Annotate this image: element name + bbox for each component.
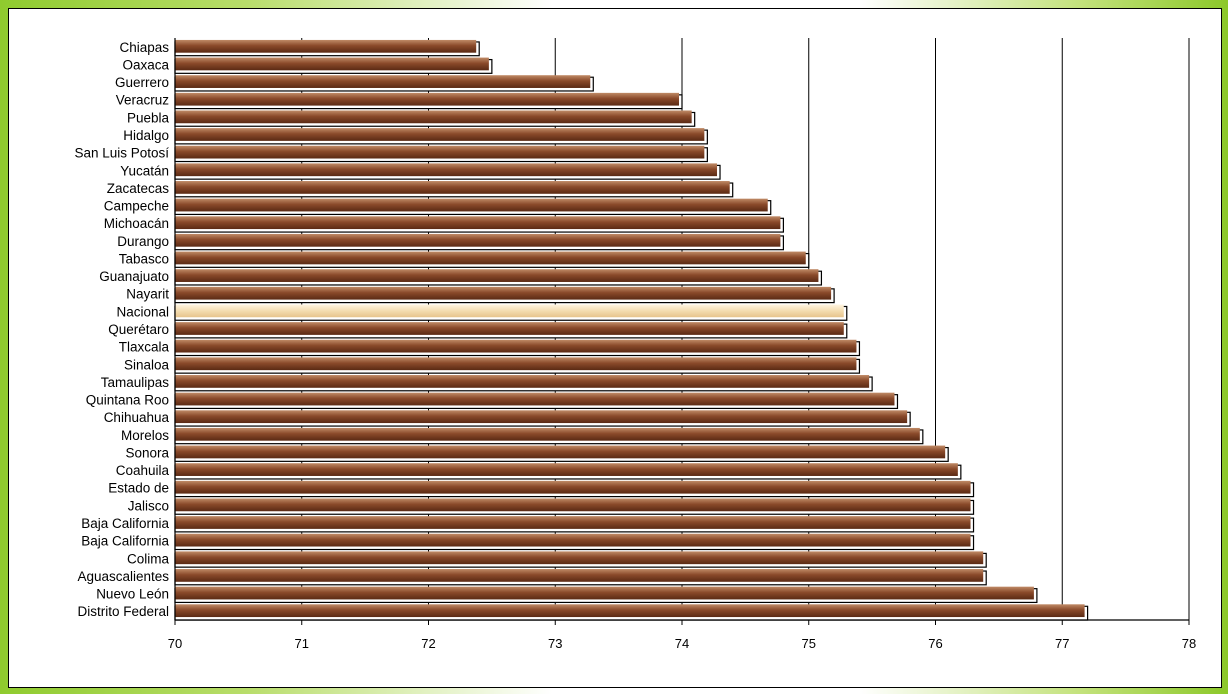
category-label: Distrito Federal — [77, 604, 169, 619]
bar — [175, 551, 984, 565]
bar — [175, 498, 971, 512]
bar — [175, 57, 489, 71]
bar — [175, 269, 819, 282]
x-tick-label: 77 — [1055, 636, 1069, 651]
category-label: Yucatán — [120, 163, 169, 178]
category-label: Chihuahua — [104, 410, 170, 425]
category-label: Nayarit — [126, 287, 169, 302]
x-tick-label: 71 — [295, 636, 309, 651]
bar — [175, 375, 870, 388]
bar — [175, 181, 730, 194]
bar — [175, 339, 857, 353]
x-tick-label: 70 — [168, 636, 182, 651]
bar — [175, 463, 958, 476]
category-label: Estado de — [108, 481, 169, 496]
x-tick-label: 76 — [928, 636, 942, 651]
category-label: Veracruz — [116, 93, 170, 108]
category-label: Nuevo León — [96, 587, 169, 602]
bar — [175, 392, 895, 406]
bar — [175, 163, 718, 177]
category-label: Nacional — [116, 304, 169, 319]
bar — [175, 92, 679, 106]
category-label: Guerrero — [115, 75, 169, 90]
category-label: Oaxaca — [122, 57, 169, 72]
bar-nacional — [175, 304, 844, 318]
category-label: Aguascalientes — [77, 569, 169, 584]
bar — [175, 427, 920, 441]
bar — [175, 445, 946, 459]
category-label: Querétaro — [108, 322, 169, 337]
bar — [175, 586, 1034, 600]
x-tick-label: 78 — [1182, 636, 1196, 651]
x-tick-label: 75 — [802, 636, 816, 651]
bar — [175, 533, 971, 547]
category-label: Hidalgo — [123, 128, 169, 143]
bar — [175, 128, 705, 141]
chart-frame: Chiapas Oaxaca Guerrero Veracruz Puebla Hidal… — [8, 8, 1222, 688]
bar — [175, 604, 1085, 618]
category-label: Colima — [127, 551, 170, 566]
bar — [175, 251, 806, 265]
category-label: Tlaxcala — [119, 340, 170, 355]
bar — [175, 357, 857, 371]
category-label: Guanajuato — [99, 269, 169, 284]
bar — [175, 233, 781, 247]
category-label: San Luis Potosí — [74, 146, 169, 161]
category-label: Chiapas — [119, 40, 169, 55]
bar — [175, 410, 908, 424]
bar — [175, 286, 832, 300]
category-label: Sinaloa — [124, 357, 170, 372]
bar — [175, 216, 781, 230]
bars — [174, 39, 1089, 621]
category-label: Zacatecas — [107, 181, 170, 196]
category-label: Morelos — [121, 428, 169, 443]
bar — [175, 322, 844, 335]
category-label: Michoacán — [104, 216, 169, 231]
bar — [175, 75, 591, 88]
category-label: Sonora — [125, 445, 169, 460]
bar — [175, 39, 477, 53]
bar — [175, 145, 705, 159]
x-tick-label: 72 — [421, 636, 435, 651]
bar — [175, 198, 768, 212]
bar — [175, 516, 971, 529]
category-label: Coahuila — [116, 463, 170, 478]
category-label: Baja California — [81, 516, 169, 531]
axes — [174, 38, 1189, 621]
category-label: Baja California — [81, 534, 169, 549]
bar — [175, 480, 971, 494]
category-label: Puebla — [127, 110, 170, 125]
category-label: Quintana Roo — [86, 393, 169, 408]
bar — [175, 569, 984, 582]
category-label: Tamaulipas — [101, 375, 170, 390]
x-axis-tick-labels: 70 71 72 73 74 75 76 77 78 — [168, 620, 1196, 651]
x-tick-label: 74 — [675, 636, 689, 651]
category-label: Jalisco — [128, 498, 169, 513]
category-label: Tabasco — [119, 251, 169, 266]
life-expectancy-bar-chart: Chiapas Oaxaca Guerrero Veracruz Puebla Hidal… — [74, 38, 1196, 651]
x-tick-label: 73 — [548, 636, 562, 651]
bar — [175, 110, 692, 124]
category-label: Durango — [117, 234, 169, 249]
category-label: Campeche — [104, 199, 169, 214]
category-labels: Chiapas Oaxaca Guerrero Veracruz Puebla Hidal… — [74, 40, 169, 619]
